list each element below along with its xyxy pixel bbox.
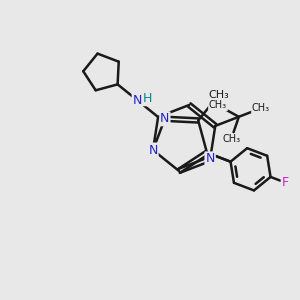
Text: N: N: [160, 112, 170, 125]
Text: CH₃: CH₃: [222, 134, 240, 144]
Text: F: F: [282, 176, 289, 189]
Text: N: N: [148, 143, 158, 157]
Text: N: N: [133, 94, 142, 107]
Text: CH₃: CH₃: [209, 89, 230, 100]
Text: H: H: [143, 92, 152, 105]
Text: CH₃: CH₃: [209, 100, 227, 110]
Text: CH₃: CH₃: [252, 103, 270, 113]
Text: N: N: [206, 152, 215, 165]
